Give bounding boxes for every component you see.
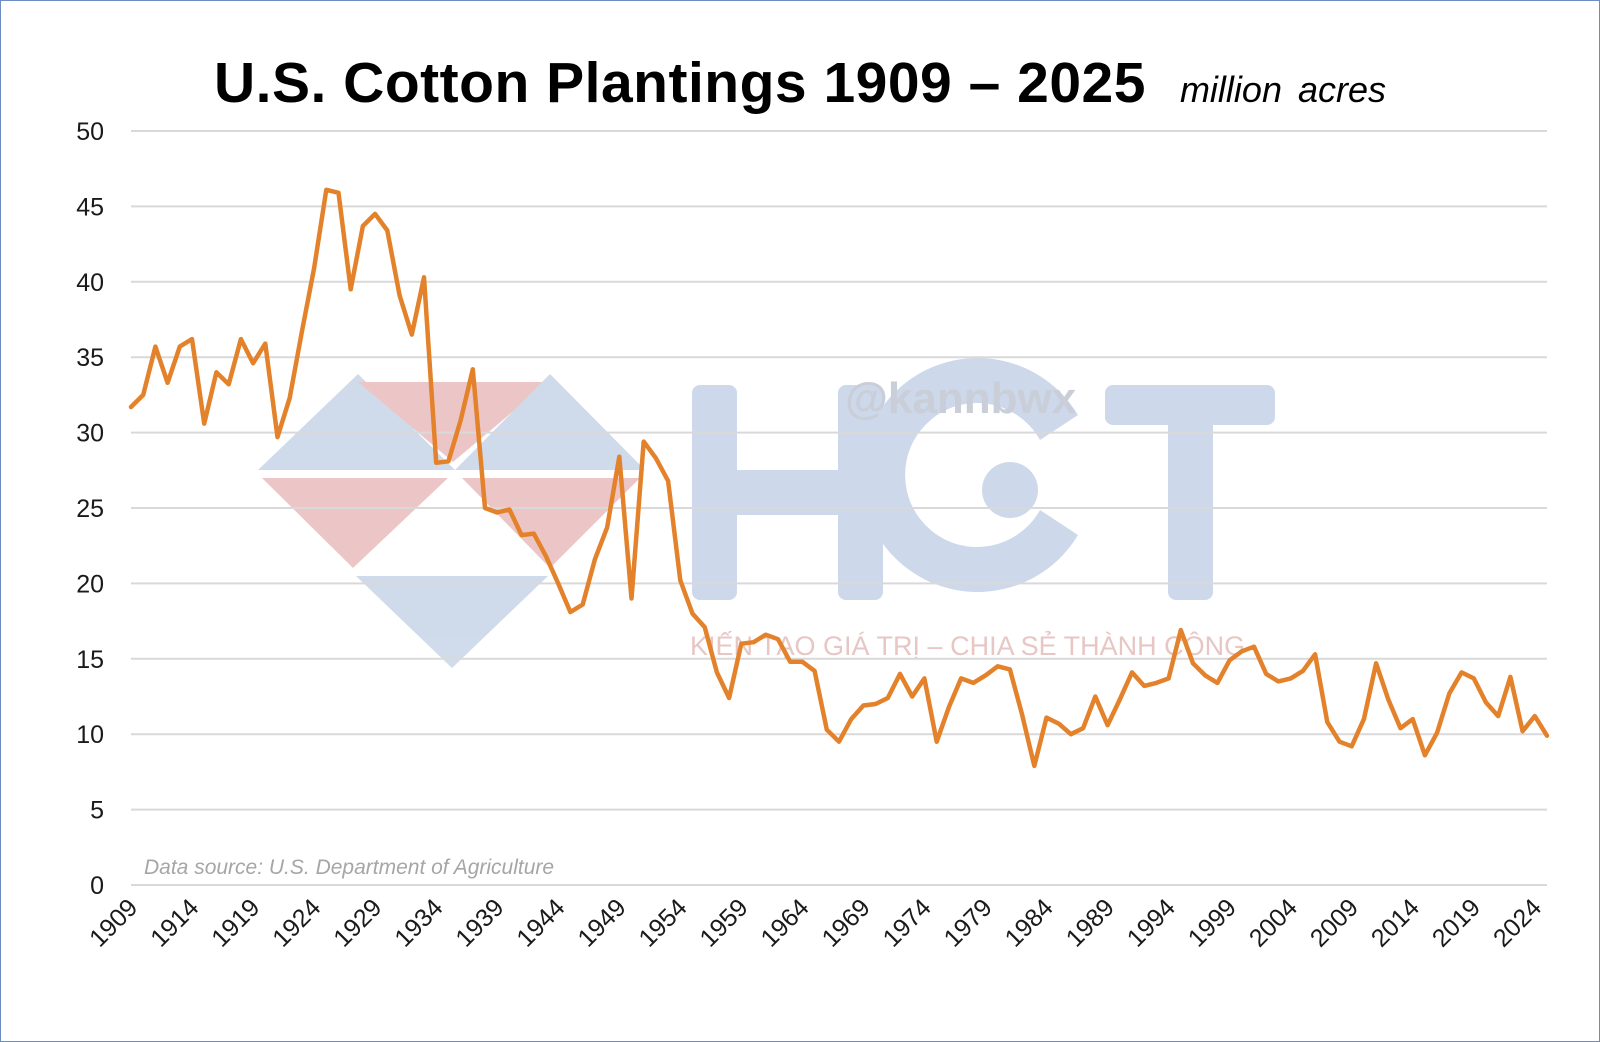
x-axis-ticks: 1909 1914 1919 1924 1929 1934 1939 1944 1949 1954… — [84, 893, 1547, 952]
watermark-slogan: KIẾN TẠO GIÁ TRỊ – CHIA SẺ THÀNH CÔNG — [690, 629, 1245, 661]
x-tick-label: 1944 — [511, 893, 570, 952]
x-tick-label: 1924 — [267, 893, 326, 952]
x-tick-label: 1914 — [145, 893, 204, 952]
x-tick-label: 1964 — [755, 893, 814, 952]
watermark-triangle-left — [258, 374, 455, 470]
x-tick-label: 1959 — [694, 893, 753, 952]
y-tick-label: 25 — [76, 495, 104, 523]
x-tick-label: 1989 — [1061, 893, 1120, 952]
x-tick-label: 1939 — [450, 893, 509, 952]
x-tick-label: 1909 — [84, 893, 143, 952]
y-tick-label: 5 — [90, 797, 104, 825]
x-tick-label: 2014 — [1366, 893, 1425, 952]
title-row: U.S. Cotton Plantings 1909 – 2025 million… — [0, 50, 1600, 116]
x-tick-label: 2019 — [1427, 893, 1486, 952]
watermark-handle: @kannbwx — [845, 374, 1077, 423]
y-tick-label: 45 — [76, 193, 104, 221]
watermark-hct-letters — [692, 358, 1275, 600]
x-tick-label: 1929 — [328, 893, 387, 952]
y-tick-label: 50 — [76, 118, 104, 146]
y-tick-label: 35 — [76, 344, 104, 372]
watermark-triangle-right — [455, 374, 645, 470]
unit-label: million acres — [1179, 69, 1386, 110]
data-source-note: Data source: U.S. Department of Agricult… — [144, 856, 554, 879]
x-tick-label: 1984 — [1000, 893, 1059, 952]
x-tick-label: 1954 — [633, 893, 692, 952]
x-tick-label: 1969 — [817, 893, 876, 952]
x-tick-label: 1949 — [572, 893, 631, 952]
y-tick-label: 15 — [76, 646, 104, 674]
x-tick-label: 1919 — [206, 893, 265, 952]
x-tick-label: 2024 — [1488, 893, 1547, 952]
x-tick-label: 1994 — [1122, 893, 1181, 952]
x-tick-label: 2009 — [1305, 893, 1364, 952]
x-tick-label: 1974 — [878, 893, 937, 952]
x-tick-label: 1999 — [1183, 893, 1242, 952]
series-line — [128, 187, 1550, 769]
x-tick-label: 1934 — [389, 893, 448, 952]
y-tick-label: 30 — [76, 420, 104, 448]
y-tick-label: 10 — [76, 721, 104, 749]
y-axis-ticks: 0 5 10 15 20 25 30 35 40 45 50 — [76, 118, 104, 900]
x-tick-label: 1979 — [939, 893, 998, 952]
watermark-triangle-bottom — [356, 576, 548, 668]
watermark-logo — [258, 374, 645, 668]
watermark-triangle-top-center — [358, 382, 548, 462]
watermark-triangle-lower-right — [462, 478, 640, 568]
watermark-triangle-lower-left — [262, 478, 448, 568]
chart-title: U.S. Cotton Plantings 1909 – 2025 — [213, 51, 1146, 115]
y-tick-label: 40 — [76, 269, 104, 297]
gridlines — [131, 130, 1547, 886]
y-tick-label: 20 — [76, 570, 104, 598]
y-tick-label: 0 — [90, 872, 104, 900]
x-tick-label: 2004 — [1244, 893, 1303, 952]
